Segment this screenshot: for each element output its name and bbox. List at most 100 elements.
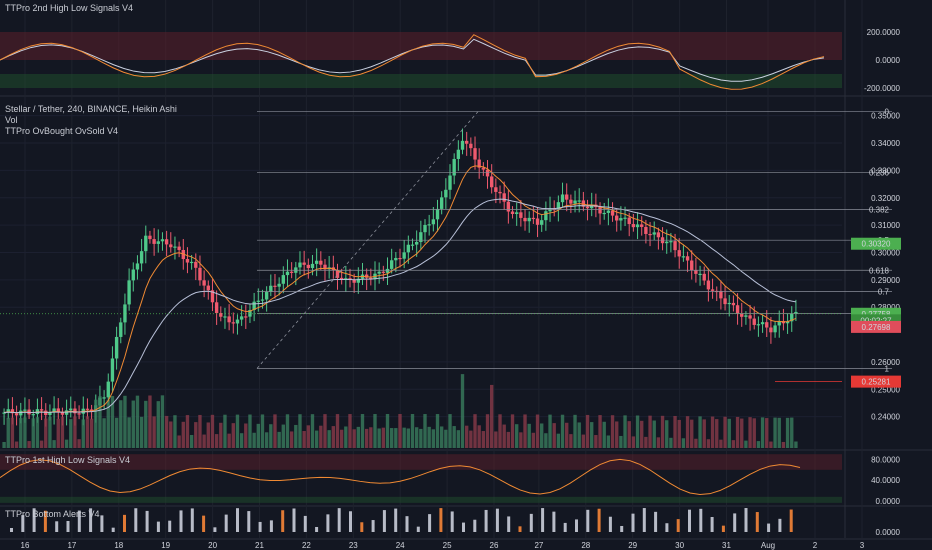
- price-badge: [851, 320, 901, 333]
- alert-bar: [156, 521, 160, 532]
- volume-bar: [23, 417, 27, 448]
- candle-body: [744, 315, 748, 317]
- volume-bar: [85, 416, 90, 448]
- candle-body: [464, 140, 469, 144]
- alert-bar: [236, 508, 239, 532]
- volume-bar: [490, 384, 494, 448]
- volume-bar: [540, 423, 544, 448]
- volume-bar: [189, 435, 194, 448]
- x-tick-label: 27: [534, 541, 543, 550]
- candle-body: [577, 200, 581, 202]
- panel-main[interactable]: [0, 98, 932, 448]
- alert-bar: [337, 508, 341, 532]
- volume-bar: [352, 429, 356, 448]
- alert-bar: [518, 526, 522, 532]
- alert-bar: [439, 508, 443, 532]
- alert-bar: [744, 508, 748, 532]
- x-tick-label: 28: [581, 541, 590, 550]
- volume-bar: [31, 418, 35, 448]
- candle-body: [548, 208, 552, 212]
- ma-slow-line: [4, 198, 797, 414]
- volume-bar: [56, 418, 60, 448]
- candle-body: [623, 217, 627, 219]
- candle-body: [285, 271, 290, 276]
- candle-body: [223, 316, 227, 318]
- y-tick-label: 0.33000: [871, 166, 900, 175]
- candle-body: [348, 278, 352, 280]
- volume-bar: [527, 423, 531, 448]
- volume-bar: [581, 434, 586, 448]
- candle-body: [281, 275, 285, 284]
- volume-bar: [244, 423, 248, 448]
- volume-bar: [135, 395, 140, 448]
- candle-body: [706, 280, 711, 290]
- x-tick-label: 25: [443, 541, 452, 550]
- candle-body: [2, 412, 6, 414]
- candle-body: [385, 268, 390, 273]
- candle-body: [214, 302, 219, 314]
- candle-body: [210, 290, 215, 303]
- volume-bar: [60, 416, 65, 448]
- volume-bar: [202, 434, 206, 448]
- volume-bar: [706, 439, 711, 448]
- volume-bar: [314, 430, 319, 448]
- alert-bar: [778, 518, 782, 532]
- volume-bar: [302, 431, 306, 448]
- candle-body: [794, 311, 798, 314]
- volume-bar: [560, 414, 565, 448]
- candle-body: [314, 260, 319, 264]
- volume-bar: [715, 419, 719, 448]
- alert-bar: [563, 522, 567, 532]
- volume-bar: [219, 422, 223, 448]
- volume-bar: [752, 418, 756, 448]
- candle-body: [510, 211, 515, 214]
- volume-bar: [419, 428, 423, 448]
- candle-body: [227, 316, 231, 323]
- volume-bar: [773, 417, 777, 448]
- x-tick-label: 31: [722, 541, 731, 550]
- alert-bar: [608, 516, 612, 532]
- fib-trend-line[interactable]: [256, 111, 479, 369]
- alert-bar: [462, 522, 465, 532]
- alert-bar: [654, 511, 658, 532]
- candle-body: [423, 224, 427, 233]
- volume-bar: [510, 414, 515, 448]
- candle-body: [39, 409, 44, 411]
- candle-body: [73, 408, 77, 414]
- volume-bar: [648, 415, 652, 448]
- volume-bar: [477, 425, 481, 448]
- alert-bar: [597, 508, 601, 532]
- volume-bar: [665, 420, 669, 448]
- volume-bar: [123, 395, 127, 448]
- candle-body: [769, 327, 773, 333]
- candle-body: [339, 277, 344, 280]
- volume-bar: [410, 414, 415, 448]
- x-tick-label: Aug: [761, 541, 775, 550]
- volume-bar: [89, 418, 94, 448]
- candle-body: [702, 273, 706, 281]
- y-tick-label: -200.0000: [864, 84, 901, 93]
- alert-bar: [767, 523, 771, 532]
- panel-bottom-alerts[interactable]: [0, 507, 932, 538]
- volume-bar: [473, 414, 477, 448]
- candle-body: [335, 269, 340, 278]
- alert-bar: [10, 528, 13, 532]
- volume-bar: [464, 425, 469, 448]
- candle-body: [506, 201, 511, 212]
- candle-body: [377, 271, 381, 274]
- signal-line-fast: [0, 34, 825, 90]
- volume-bar: [198, 414, 202, 448]
- candle-body: [110, 358, 115, 382]
- volume-bar: [669, 437, 673, 448]
- volume-bar: [719, 439, 723, 448]
- volume-bar: [785, 417, 790, 448]
- candle-body: [323, 264, 327, 270]
- candle-body: [535, 218, 540, 225]
- candle-body: [114, 336, 119, 359]
- y-tick-label: 0.29000: [871, 276, 900, 285]
- candle-body: [748, 315, 752, 319]
- alert-bar: [642, 508, 646, 532]
- volume-bar: [402, 427, 406, 448]
- volume-bar: [444, 429, 448, 448]
